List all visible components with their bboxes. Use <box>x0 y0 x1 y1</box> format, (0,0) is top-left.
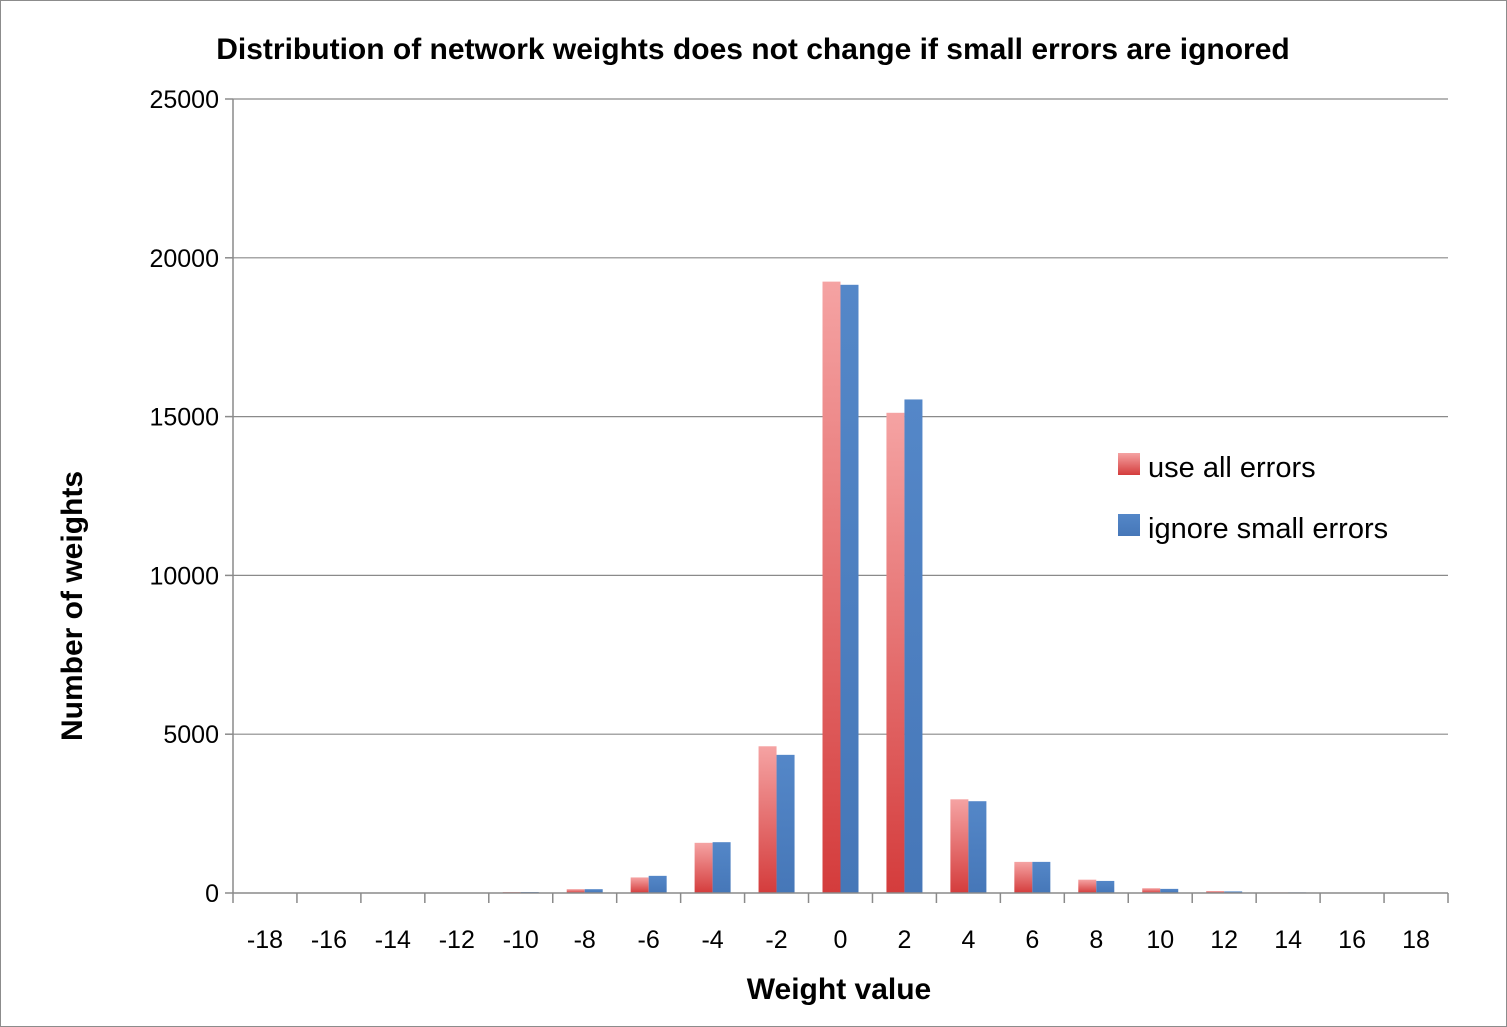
x-tick-label: -14 <box>375 926 411 954</box>
axes <box>232 99 1449 903</box>
y-tick-label: 25000 <box>149 86 219 114</box>
x-tick-label: -6 <box>638 926 660 954</box>
bar-use-all-errors--2 <box>758 746 777 893</box>
x-tick-labels: -18 -16 -14 -12 -10 -8 -6 -4 -2 0 2 4 6 8 10 12 14 16 18 <box>247 926 1430 954</box>
bar-ignore-small-errors--2 <box>776 754 795 893</box>
x-tick-label: -12 <box>439 926 475 954</box>
x-tick-label: 14 <box>1274 926 1302 954</box>
bar-use-all-errors--4 <box>694 842 713 893</box>
x-tick-label: -8 <box>574 926 596 954</box>
bar-ignore-small-errors-2 <box>904 399 923 893</box>
legend-label-ignore-small-errors: ignore small errors <box>1148 513 1388 545</box>
x-tick-label: -4 <box>701 926 723 954</box>
bar-use-all-errors--6 <box>630 877 649 893</box>
x-tick-label: 12 <box>1210 926 1238 954</box>
bar-ignore-small-errors-4 <box>968 801 987 893</box>
x-tick-label: 2 <box>897 926 911 954</box>
x-tick-label: -16 <box>311 926 347 954</box>
bar-ignore-small-errors--4 <box>712 842 731 893</box>
bar-ignore-small-errors-12 <box>1224 891 1243 893</box>
x-tick-label: 16 <box>1338 926 1366 954</box>
legend-item-use-all-errors: use all errors <box>1118 452 1316 484</box>
legend-item-ignore-small-errors: ignore small errors <box>1118 513 1388 545</box>
bars <box>310 281 1435 893</box>
x-axis-title: Weight value <box>747 973 931 1006</box>
x-tick-label: 0 <box>834 926 848 954</box>
bar-use-all-errors-12 <box>1206 891 1225 893</box>
legend-label-use-all-errors: use all errors <box>1148 452 1316 484</box>
x-tick-label: -18 <box>247 926 283 954</box>
y-axis-title: Number of weights <box>56 471 89 741</box>
y-tick-labels: 0 5000 10000 15000 20000 25000 <box>149 86 219 908</box>
x-tick-label: -10 <box>503 926 539 954</box>
bar-use-all-errors-4 <box>950 799 969 893</box>
bar-use-all-errors--8 <box>566 889 585 893</box>
bar-ignore-small-errors-0 <box>840 284 859 893</box>
bar-ignore-small-errors--6 <box>648 875 667 893</box>
y-tick-label: 5000 <box>163 721 219 749</box>
x-tick-label: 4 <box>961 926 975 954</box>
y-tick-label: 10000 <box>149 562 219 590</box>
x-tick-label: 18 <box>1402 926 1430 954</box>
bar-ignore-small-errors-8 <box>1096 880 1115 893</box>
bar-ignore-small-errors-6 <box>1032 861 1051 893</box>
x-tick-label: 8 <box>1089 926 1103 954</box>
bar-use-all-errors-8 <box>1078 879 1097 893</box>
bar-use-all-errors-0 <box>822 281 841 893</box>
legend-swatch-ignore-small-errors <box>1118 514 1140 536</box>
x-tick-label: -2 <box>765 926 787 954</box>
bar-use-all-errors-6 <box>1014 861 1033 893</box>
y-tick-label: 20000 <box>149 245 219 273</box>
chart-title: Distribution of network weights does not… <box>216 33 1290 66</box>
bar-ignore-small-errors-10 <box>1160 888 1179 893</box>
y-tick-label: 15000 <box>149 404 219 432</box>
bar-ignore-small-errors--8 <box>584 889 603 893</box>
x-tick-label: 6 <box>1025 926 1039 954</box>
y-tick-label: 0 <box>205 880 219 908</box>
x-tick-label: 10 <box>1146 926 1174 954</box>
legend: use all errors ignore small errors <box>1118 452 1388 545</box>
bar-use-all-errors-2 <box>886 412 905 893</box>
bar-use-all-errors-10 <box>1142 888 1161 893</box>
legend-swatch-use-all-errors <box>1118 453 1140 475</box>
